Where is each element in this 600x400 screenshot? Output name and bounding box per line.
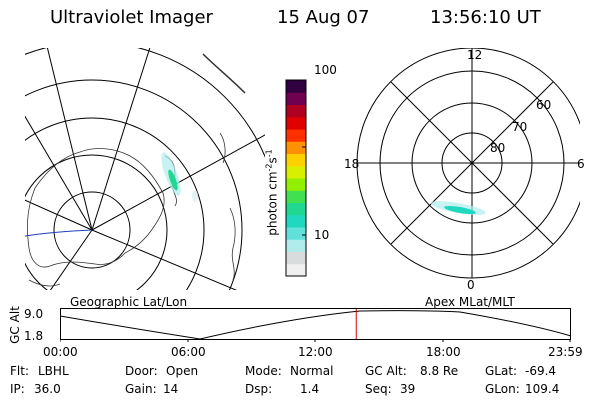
colorbar-segment	[286, 104, 306, 118]
x-tick-label: 18:00	[426, 345, 461, 359]
mlat-label-60: 60	[536, 98, 552, 112]
lat-circle	[25, 117, 205, 290]
coastline	[202, 53, 246, 94]
lat-circle	[25, 154, 168, 290]
mode-value: Normal	[290, 364, 334, 378]
x-tick-label: 23:59	[548, 345, 583, 359]
mlt-line	[390, 81, 554, 245]
coastline	[28, 279, 61, 287]
colorbar-tick-100: 100	[314, 63, 337, 77]
mode-label: Mode:	[245, 364, 282, 378]
aurora-patch	[192, 190, 198, 202]
altitude-plot-frame	[60, 308, 571, 340]
unit-prefix: photon cm	[265, 171, 280, 236]
ground-track	[25, 229, 93, 237]
lat-circle	[25, 79, 243, 290]
meridian	[91, 48, 151, 231]
mlat-label-70: 70	[512, 120, 528, 134]
mlt-label-0: 0	[467, 278, 475, 292]
colorbar-segment	[286, 178, 306, 191]
colorbar-segment	[286, 141, 306, 154]
colorbar-segment	[286, 116, 306, 130]
meridian	[49, 229, 93, 290]
dsp-value: 1.4	[300, 382, 320, 396]
meridian	[91, 229, 238, 290]
lat-circle	[53, 191, 131, 269]
colorbar-segment	[286, 214, 306, 228]
unit-exp1: -2	[264, 163, 274, 172]
unit-mid: s	[265, 157, 280, 164]
geographic-map	[25, 48, 265, 290]
colorbar-unit: photon cm-2s-1	[265, 133, 280, 253]
colorbar-segment	[286, 153, 306, 167]
date: 15 Aug 07	[277, 7, 370, 28]
gcalt-value: 8.8 Re	[420, 364, 459, 378]
glon-label: GLon:	[485, 382, 520, 396]
colorbar	[285, 79, 307, 277]
glon-value: 109.4	[525, 382, 560, 396]
time: 13:56:10 UT	[430, 7, 541, 28]
altitude-ytick-low: 1.8	[24, 329, 44, 343]
x-tick-label: 06:00	[171, 345, 206, 359]
gain-label: Gain:	[125, 382, 157, 396]
altitude-plot	[60, 308, 572, 342]
colorbar-tick-10: 10	[314, 228, 330, 242]
seq-label: Seq:	[365, 382, 392, 396]
flt-label: Flt:	[10, 364, 29, 378]
coastline	[219, 132, 226, 164]
flt-value: LBHL	[38, 364, 69, 378]
mlt-label-12: 12	[467, 48, 483, 62]
colorbar-segment	[286, 239, 306, 252]
ip-label: IP:	[10, 382, 25, 396]
colorbar-segment	[286, 190, 306, 203]
colorbar-segment	[286, 92, 306, 105]
door-label: Door:	[125, 364, 158, 378]
mlt-label-18: 18	[344, 157, 360, 171]
apex-polar-plot	[356, 48, 580, 279]
unit-exp2: -1	[264, 149, 274, 158]
glat-label: GLat:	[485, 364, 518, 378]
colorbar-segment	[286, 165, 306, 179]
door-value: Open	[166, 364, 199, 378]
aurora-patch	[444, 205, 476, 215]
apex-label: Apex MLat/MLT	[425, 295, 515, 309]
colorbar-segment	[286, 202, 306, 216]
x-tick-label: 12:00	[298, 345, 333, 359]
meridian	[91, 134, 265, 231]
gain-value: 14	[163, 382, 179, 396]
gcalt-label: GC Alt:	[365, 364, 407, 378]
meridian	[25, 199, 93, 231]
mlt-label-6: 6	[577, 157, 585, 171]
colorbar-segment	[286, 227, 306, 240]
geographic-label: Geographic Lat/Lon	[70, 295, 188, 309]
seq-value: 39	[400, 382, 416, 396]
altitude-curve	[60, 310, 572, 340]
coastline	[229, 207, 236, 281]
x-tick-label: 00:00	[43, 345, 78, 359]
coastline	[26, 148, 165, 268]
colorbar-segment	[286, 80, 306, 93]
aurora-patch	[168, 169, 178, 191]
colorbar-frame	[285, 79, 307, 277]
ip-value: 36.0	[34, 382, 61, 396]
glat-value: -69.4	[525, 364, 557, 378]
dsp-label: Dsp:	[245, 382, 273, 396]
colorbar-segment	[286, 251, 306, 265]
meridian	[46, 48, 93, 231]
altitude-ytick-high: 9.0	[24, 307, 44, 321]
colorbar-gradient	[286, 80, 306, 277]
meridian	[25, 115, 93, 231]
mlat-label-80: 80	[490, 141, 506, 155]
colorbar-segment	[286, 263, 306, 277]
title: Ultraviolet Imager	[50, 7, 213, 28]
altitude-ylabel: GC Alt	[8, 306, 22, 344]
colorbar-segment	[286, 129, 306, 142]
